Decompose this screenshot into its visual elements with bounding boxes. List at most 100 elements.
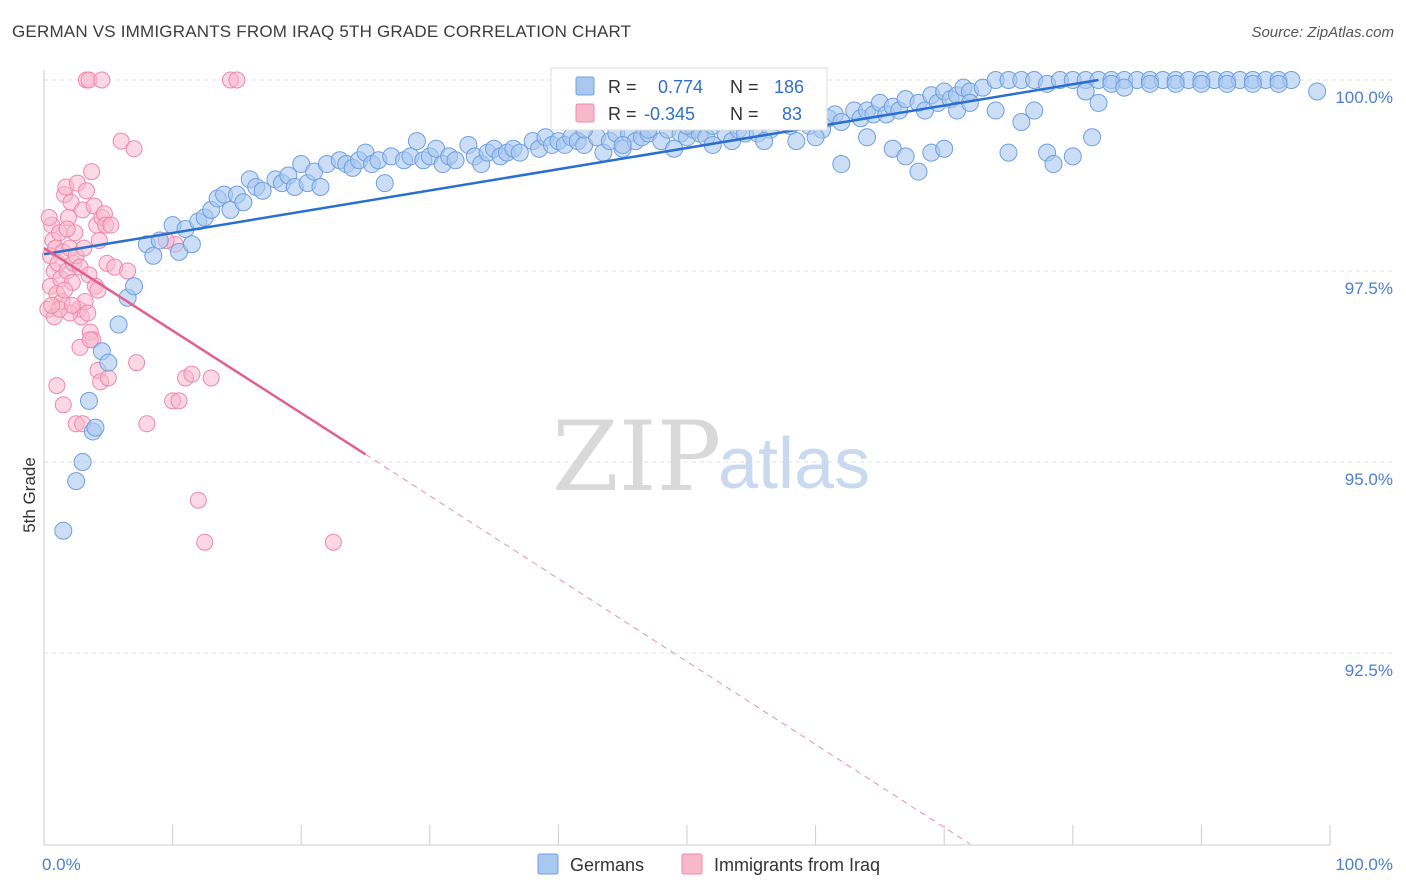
bottom-legend-iraq: Immigrants from Iraq [714, 855, 880, 875]
german-point-2 [73, 453, 92, 471]
iraq-point-60 [228, 71, 246, 89]
iraq-point-65 [48, 377, 66, 395]
watermark: ZIP atlas [552, 401, 870, 513]
legend-iraq-n-label: N = [730, 104, 759, 124]
legend-iraq-r-label: R = [608, 104, 637, 124]
german-point-170 [986, 101, 1005, 120]
german-point-185 [1218, 74, 1237, 93]
iraq-point-53 [170, 392, 188, 410]
german-point-55 [446, 151, 465, 170]
bottom-swatch-iraq [681, 853, 703, 875]
iraq-point-31 [79, 304, 97, 322]
legend-iraq-n-value: 83 [782, 104, 802, 124]
iraq-point-72 [56, 281, 74, 299]
iraq-point-50 [128, 354, 146, 372]
y-tick-label-0: 100.0% [1335, 88, 1393, 107]
german-point-179 [1089, 93, 1108, 112]
german-point-8 [109, 315, 128, 334]
german-point-102 [787, 132, 806, 151]
german-point-49 [407, 132, 426, 151]
german-point-184 [1192, 74, 1211, 93]
german-point-7 [99, 353, 118, 372]
stats-legend: R = 0.774 N = 186 R = -0.345 N = 83 [550, 67, 828, 131]
german-point-187 [1269, 74, 1288, 93]
iraq-point-56 [189, 491, 207, 509]
german-point-171 [999, 143, 1018, 162]
iraq-point-81 [40, 209, 58, 227]
legend-german-r-label: R = [608, 77, 637, 97]
watermark-atlas: atlas [718, 424, 870, 504]
german-point-188 [935, 139, 954, 158]
iraq-point-48 [119, 262, 137, 280]
iraq-point-49 [125, 140, 143, 158]
iraq-point-57 [196, 533, 214, 551]
german-trend-line [43, 78, 1099, 256]
legend-swatch-german [575, 76, 595, 96]
y-tick-label-2: 95.0% [1345, 470, 1393, 489]
series-legend: Germans Immigrants from Iraq [537, 853, 880, 875]
source-label: Source: ZipAtlas.com [1251, 24, 1394, 41]
tick-labels: 100.0% 97.5% 95.0% 92.5% 0.0% 100.0% [42, 88, 1393, 874]
iraq-point-83 [58, 220, 76, 238]
iraq-point-45 [99, 369, 117, 387]
german-point-175 [1044, 155, 1063, 174]
german-point-163 [832, 155, 851, 174]
german-point-25 [234, 193, 253, 212]
y-tick-label-1: 97.5% [1345, 279, 1393, 298]
y-tick-label-3: 92.5% [1345, 661, 1393, 680]
iraq-point-66 [54, 396, 72, 414]
german-point-155 [613, 135, 632, 154]
iraq-points [39, 71, 342, 551]
iraq-point-73 [63, 296, 81, 314]
iraq-point-34 [83, 163, 101, 181]
german-point-176 [1063, 147, 1082, 166]
iraq-point-76 [89, 281, 107, 299]
iraq-point-78 [102, 216, 120, 234]
german-point-4 [86, 418, 105, 437]
x-tick-label-min: 0.0% [42, 855, 81, 874]
bottom-swatch-german [537, 853, 559, 875]
chart-title: GERMAN VS IMMIGRANTS FROM IRAQ 5TH GRADE… [12, 22, 632, 41]
german-point-36 [311, 177, 330, 196]
watermark-zip: ZIP [552, 401, 721, 513]
grid-lines [44, 79, 1392, 654]
german-point-182 [1140, 74, 1159, 93]
german-point-166 [909, 162, 928, 181]
german-point-164 [858, 128, 877, 147]
iraq-point-51 [138, 415, 156, 433]
iraq-point-30 [77, 182, 95, 200]
legend-swatch-iraq [575, 103, 595, 123]
german-point-183 [1166, 74, 1185, 93]
german-point-1 [67, 472, 86, 491]
german-point-10 [125, 277, 144, 296]
german-point-189 [896, 147, 915, 166]
legend-german-n-value: 186 [774, 77, 804, 97]
legend-german-r-value: 0.774 [658, 77, 703, 97]
iraq-point-82 [43, 296, 61, 314]
stats-legend-box [550, 67, 828, 131]
german-point-17 [182, 235, 201, 254]
iraq-point-75 [81, 331, 99, 349]
german-point-178 [1083, 128, 1102, 147]
german-point-0 [54, 521, 73, 540]
iraq-point-58 [202, 369, 220, 387]
iraq-trend-extension [365, 453, 971, 845]
iraq-trend-line [43, 247, 367, 456]
iraq-point-61 [324, 533, 342, 551]
german-point-5 [80, 391, 99, 410]
axes [43, 70, 1331, 846]
iraq-point-47 [112, 132, 130, 150]
legend-german-n-label: N = [730, 77, 759, 97]
german-point-28 [253, 181, 272, 200]
german-point-64 [510, 143, 529, 162]
german-point-45 [375, 174, 394, 193]
german-point-153 [1308, 82, 1327, 101]
trend-lines [43, 78, 1099, 845]
legend-iraq-r-value: -0.345 [644, 104, 695, 124]
german-point-181 [1115, 78, 1134, 97]
iraq-point-64 [93, 71, 111, 89]
german-point-12 [144, 246, 163, 265]
iraq-point-55 [183, 365, 201, 383]
german-point-172 [1012, 113, 1031, 132]
